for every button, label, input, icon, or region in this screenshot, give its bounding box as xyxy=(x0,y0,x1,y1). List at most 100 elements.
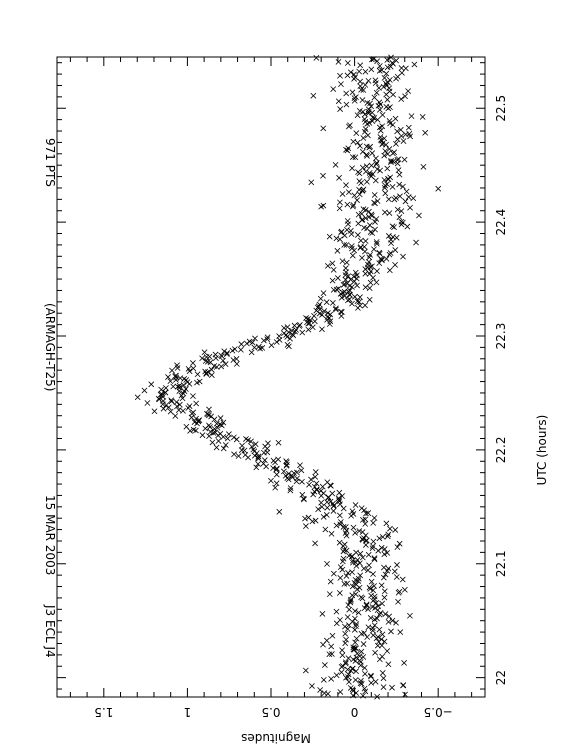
data-point xyxy=(397,193,403,200)
data-point xyxy=(374,198,381,204)
data-point xyxy=(201,349,208,356)
data-point xyxy=(385,79,391,86)
data-point xyxy=(357,294,363,301)
data-point xyxy=(313,480,320,487)
data-point xyxy=(385,619,392,625)
data-point xyxy=(373,161,380,168)
data-point xyxy=(345,655,352,662)
data-point xyxy=(350,644,357,651)
data-point xyxy=(337,236,343,243)
data-point xyxy=(369,627,376,634)
data-point xyxy=(339,566,346,573)
y-tick-label: 0 xyxy=(351,705,359,719)
data-point xyxy=(386,613,393,620)
data-point xyxy=(357,680,364,687)
data-point xyxy=(264,336,271,343)
data-point xyxy=(270,465,276,472)
data-point xyxy=(339,191,346,197)
data-point xyxy=(371,199,377,206)
data-point xyxy=(381,551,388,558)
data-point xyxy=(378,67,385,74)
data-point xyxy=(239,442,246,449)
data-point xyxy=(384,549,391,556)
data-point xyxy=(294,469,300,476)
data-point xyxy=(393,234,400,241)
data-point xyxy=(336,174,342,181)
data-point xyxy=(369,56,375,63)
data-point xyxy=(190,426,197,433)
data-point xyxy=(357,550,364,557)
data-point xyxy=(379,653,386,660)
data-point xyxy=(252,441,259,448)
data-point xyxy=(360,87,367,93)
data-point xyxy=(354,298,361,305)
data-point xyxy=(387,174,394,181)
data-point xyxy=(326,233,333,240)
data-point xyxy=(399,219,406,226)
data-point xyxy=(321,662,328,668)
data-point xyxy=(281,468,287,475)
data-point xyxy=(357,62,364,69)
data-point xyxy=(318,488,324,494)
data-point xyxy=(373,239,380,245)
data-point xyxy=(381,546,388,552)
data-point xyxy=(173,372,179,379)
data-point xyxy=(378,582,385,589)
plot-border xyxy=(56,56,486,698)
data-point xyxy=(368,66,375,73)
data-point xyxy=(351,645,358,651)
data-point xyxy=(338,228,345,235)
data-point xyxy=(410,195,417,202)
data-point xyxy=(379,670,386,676)
data-point xyxy=(407,204,413,211)
data-point xyxy=(382,190,389,197)
data-point xyxy=(385,531,392,538)
data-point xyxy=(175,407,182,413)
data-point xyxy=(281,330,287,337)
data-point xyxy=(224,350,230,356)
data-point xyxy=(324,560,330,567)
data-point xyxy=(371,515,378,521)
data-point xyxy=(369,625,376,632)
data-point xyxy=(356,299,363,305)
data-point xyxy=(273,480,280,487)
data-point xyxy=(320,513,327,520)
data-point xyxy=(368,592,375,599)
data-point xyxy=(347,69,354,76)
data-point xyxy=(349,508,356,515)
data-point xyxy=(341,232,348,239)
data-point xyxy=(335,98,342,105)
data-point xyxy=(401,156,408,163)
data-point xyxy=(372,649,379,656)
data-point xyxy=(253,464,260,471)
data-point xyxy=(167,378,174,385)
data-point xyxy=(378,255,384,262)
data-point xyxy=(373,279,380,286)
data-point xyxy=(367,251,373,258)
data-point xyxy=(382,611,389,617)
data-point xyxy=(285,329,292,336)
data-point xyxy=(381,594,388,601)
data-point xyxy=(157,391,164,398)
data-point xyxy=(169,367,175,374)
data-point xyxy=(324,262,331,269)
data-point xyxy=(321,308,328,314)
data-point xyxy=(336,512,343,519)
data-point xyxy=(333,608,340,615)
data-point xyxy=(343,259,350,266)
data-point xyxy=(345,189,352,196)
data-point xyxy=(365,258,372,265)
data-point xyxy=(366,170,373,176)
data-point xyxy=(374,693,381,700)
data-point xyxy=(352,576,359,583)
data-point xyxy=(206,422,212,429)
data-point xyxy=(208,372,215,378)
data-point xyxy=(252,335,258,342)
data-point xyxy=(176,401,183,408)
data-point xyxy=(349,89,356,96)
data-point xyxy=(264,334,271,341)
data-point xyxy=(326,651,333,658)
data-point xyxy=(165,404,172,411)
data-point xyxy=(391,568,398,575)
data-point xyxy=(218,363,225,370)
